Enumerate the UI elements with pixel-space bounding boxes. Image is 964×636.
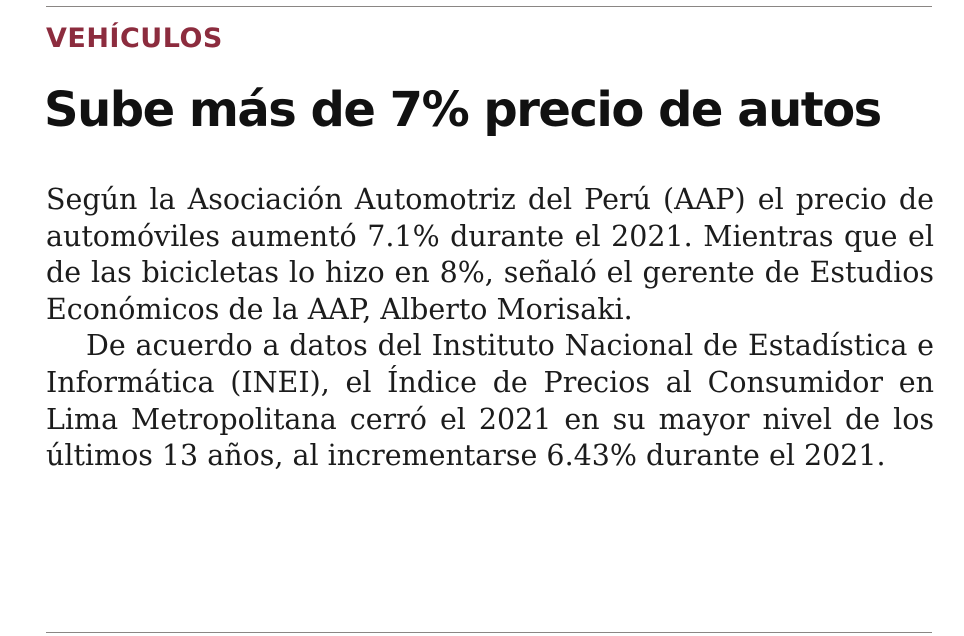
article-paragraph-2: De acuerdo a datos del Instituto Naciona… — [46, 329, 934, 473]
article-paragraph-1: Según la Asociación Automotriz del Perú … — [46, 183, 934, 326]
article-body: Según la Asociación Automotriz del Perú … — [46, 182, 934, 475]
section-kicker: VEHÍCULOS — [46, 23, 223, 54]
bottom-divider — [46, 632, 932, 633]
top-divider — [46, 6, 932, 7]
article-headline: Sube más de 7% precio de autos — [44, 82, 882, 138]
